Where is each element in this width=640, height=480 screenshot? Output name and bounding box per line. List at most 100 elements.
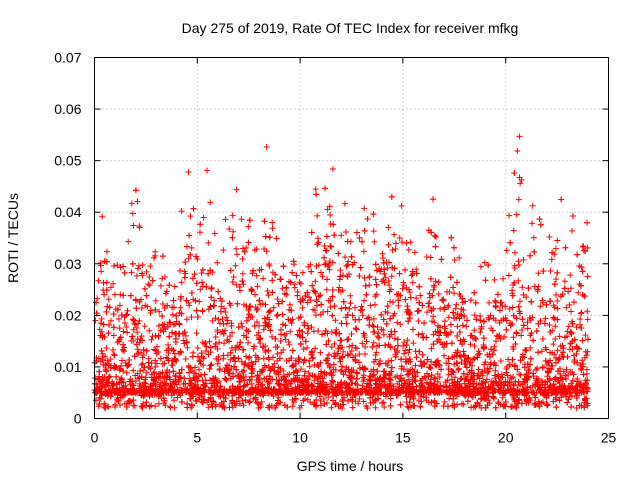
data-point	[458, 375, 465, 382]
data-point	[224, 317, 231, 324]
data-point	[360, 372, 367, 379]
data-point	[123, 323, 130, 330]
data-point	[522, 377, 529, 384]
data-point	[147, 263, 154, 270]
data-point	[266, 316, 273, 323]
data-point	[186, 232, 193, 239]
data-point	[338, 232, 345, 239]
data-point	[189, 353, 196, 360]
data-point	[221, 404, 228, 411]
data-point	[463, 323, 470, 330]
data-point	[312, 278, 319, 285]
data-point	[386, 282, 393, 289]
data-point	[199, 307, 206, 314]
data-point	[269, 363, 276, 370]
data-point	[140, 367, 147, 374]
data-point	[312, 373, 319, 380]
data-point	[546, 322, 553, 329]
data-point	[515, 261, 522, 268]
data-point	[384, 303, 391, 310]
data-point	[256, 336, 263, 343]
data-point	[134, 336, 141, 343]
data-point	[125, 238, 132, 245]
data-point	[394, 373, 401, 380]
data-point	[296, 327, 303, 334]
data-point	[408, 272, 415, 279]
data-point	[123, 369, 130, 376]
data-point	[530, 337, 537, 344]
data-point	[151, 368, 158, 375]
data-point	[193, 330, 200, 337]
data-point	[202, 383, 209, 390]
data-point	[432, 278, 439, 285]
data-point	[370, 228, 377, 235]
data-point	[243, 317, 250, 324]
data-point	[400, 343, 407, 350]
data-point	[441, 344, 448, 351]
data-point	[219, 316, 226, 323]
data-point	[237, 387, 244, 394]
data-point	[269, 333, 276, 340]
data-point	[313, 312, 320, 319]
data-point	[176, 321, 183, 328]
data-point	[477, 317, 484, 324]
data-point	[376, 386, 383, 393]
data-point	[259, 386, 266, 393]
data-point	[454, 378, 461, 385]
data-point	[485, 262, 492, 269]
data-point	[203, 283, 210, 290]
data-point	[327, 242, 334, 249]
data-point	[453, 301, 460, 308]
data-point	[319, 375, 326, 382]
data-point	[549, 249, 556, 256]
data-point	[328, 243, 335, 250]
data-point	[302, 338, 309, 345]
data-point	[349, 380, 356, 387]
data-point	[322, 185, 329, 192]
data-point	[410, 395, 417, 402]
data-point	[337, 358, 344, 365]
data-point	[344, 238, 351, 245]
data-point	[381, 270, 388, 277]
data-point	[257, 301, 264, 308]
data-point	[196, 366, 203, 373]
data-point	[503, 326, 510, 333]
data-point	[459, 341, 466, 348]
data-point	[447, 274, 454, 281]
data-point	[555, 356, 562, 363]
data-point	[200, 214, 207, 221]
data-point	[96, 376, 103, 383]
data-point	[133, 272, 140, 279]
data-point	[513, 404, 520, 411]
data-point	[421, 361, 428, 368]
data-point	[132, 187, 139, 194]
data-point	[531, 248, 538, 255]
data-point	[380, 368, 387, 375]
data-point	[537, 221, 544, 228]
data-point	[580, 361, 587, 368]
data-point	[487, 361, 494, 368]
data-point	[474, 387, 481, 394]
data-point	[474, 354, 481, 361]
data-point	[206, 338, 213, 345]
data-point	[575, 289, 582, 296]
data-point	[391, 335, 398, 342]
data-point	[226, 226, 233, 233]
data-point	[352, 304, 359, 311]
data-point	[300, 397, 307, 404]
data-point	[503, 247, 510, 254]
data-point	[456, 353, 463, 360]
data-point	[579, 243, 586, 250]
data-point	[504, 372, 511, 379]
data-point	[471, 289, 478, 296]
data-point	[460, 401, 467, 408]
data-point	[428, 345, 435, 352]
data-point	[423, 394, 430, 401]
data-point	[308, 351, 315, 358]
data-point	[569, 346, 576, 353]
data-point	[204, 167, 211, 174]
data-point	[294, 292, 301, 299]
data-point	[564, 399, 571, 406]
data-point	[145, 363, 152, 370]
